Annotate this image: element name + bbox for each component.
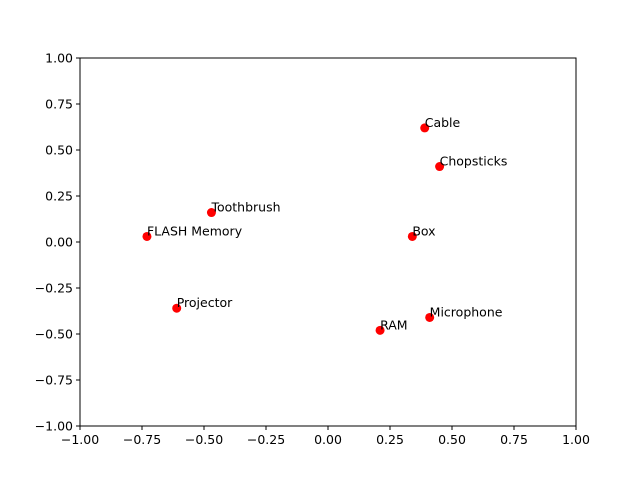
x-tick-label: 0.00 <box>314 432 342 447</box>
y-tick-label: −0.75 <box>35 373 73 388</box>
x-tick-label: 0.50 <box>438 432 466 447</box>
y-tick-label: 0.25 <box>45 189 73 204</box>
x-tick-label: −0.50 <box>185 432 223 447</box>
plot-area-frame <box>79 57 577 427</box>
x-tick-label: 0.75 <box>500 432 528 447</box>
data-point-label: Projector <box>177 295 233 310</box>
data-point <box>142 231 152 241</box>
data-point <box>435 162 445 172</box>
x-tick-label: 1.00 <box>562 432 590 447</box>
marks-layer: Cable Chopsticks Toothbrush FLASH Memory Box… <box>142 115 507 335</box>
data-point-label: RAM <box>380 317 408 332</box>
ticks-layer: −1.00 −0.75 −0.50 −0.25 0.00 0.25 0.50 0.75 1.00… <box>35 51 590 448</box>
x-tick-label: −0.75 <box>123 432 161 447</box>
y-tick-label: 1.00 <box>45 51 73 66</box>
y-tick-label: 0.75 <box>45 97 73 112</box>
data-point-label: Box <box>412 223 435 238</box>
y-tick-label: −1.00 <box>35 419 73 434</box>
data-point-label: Microphone <box>430 304 503 319</box>
y-tick-label: −0.25 <box>35 281 73 296</box>
data-point <box>172 303 182 313</box>
data-point-label: FLASH Memory <box>147 223 243 238</box>
x-tick-label: 0.25 <box>376 432 404 447</box>
data-point <box>375 325 385 335</box>
data-point <box>206 208 216 218</box>
data-point-label: Chopsticks <box>440 154 508 169</box>
data-point <box>420 123 430 133</box>
data-point-label: Toothbrush <box>210 200 280 215</box>
y-tick-label: −0.50 <box>35 327 73 342</box>
y-tick-label: 0.00 <box>45 235 73 250</box>
x-tick-label: −0.25 <box>247 432 285 447</box>
y-tick-label: 0.50 <box>45 143 73 158</box>
data-point <box>425 312 435 322</box>
x-tick-label: −1.00 <box>61 432 99 447</box>
data-point <box>407 231 417 241</box>
data-point-label: Cable <box>425 115 461 130</box>
